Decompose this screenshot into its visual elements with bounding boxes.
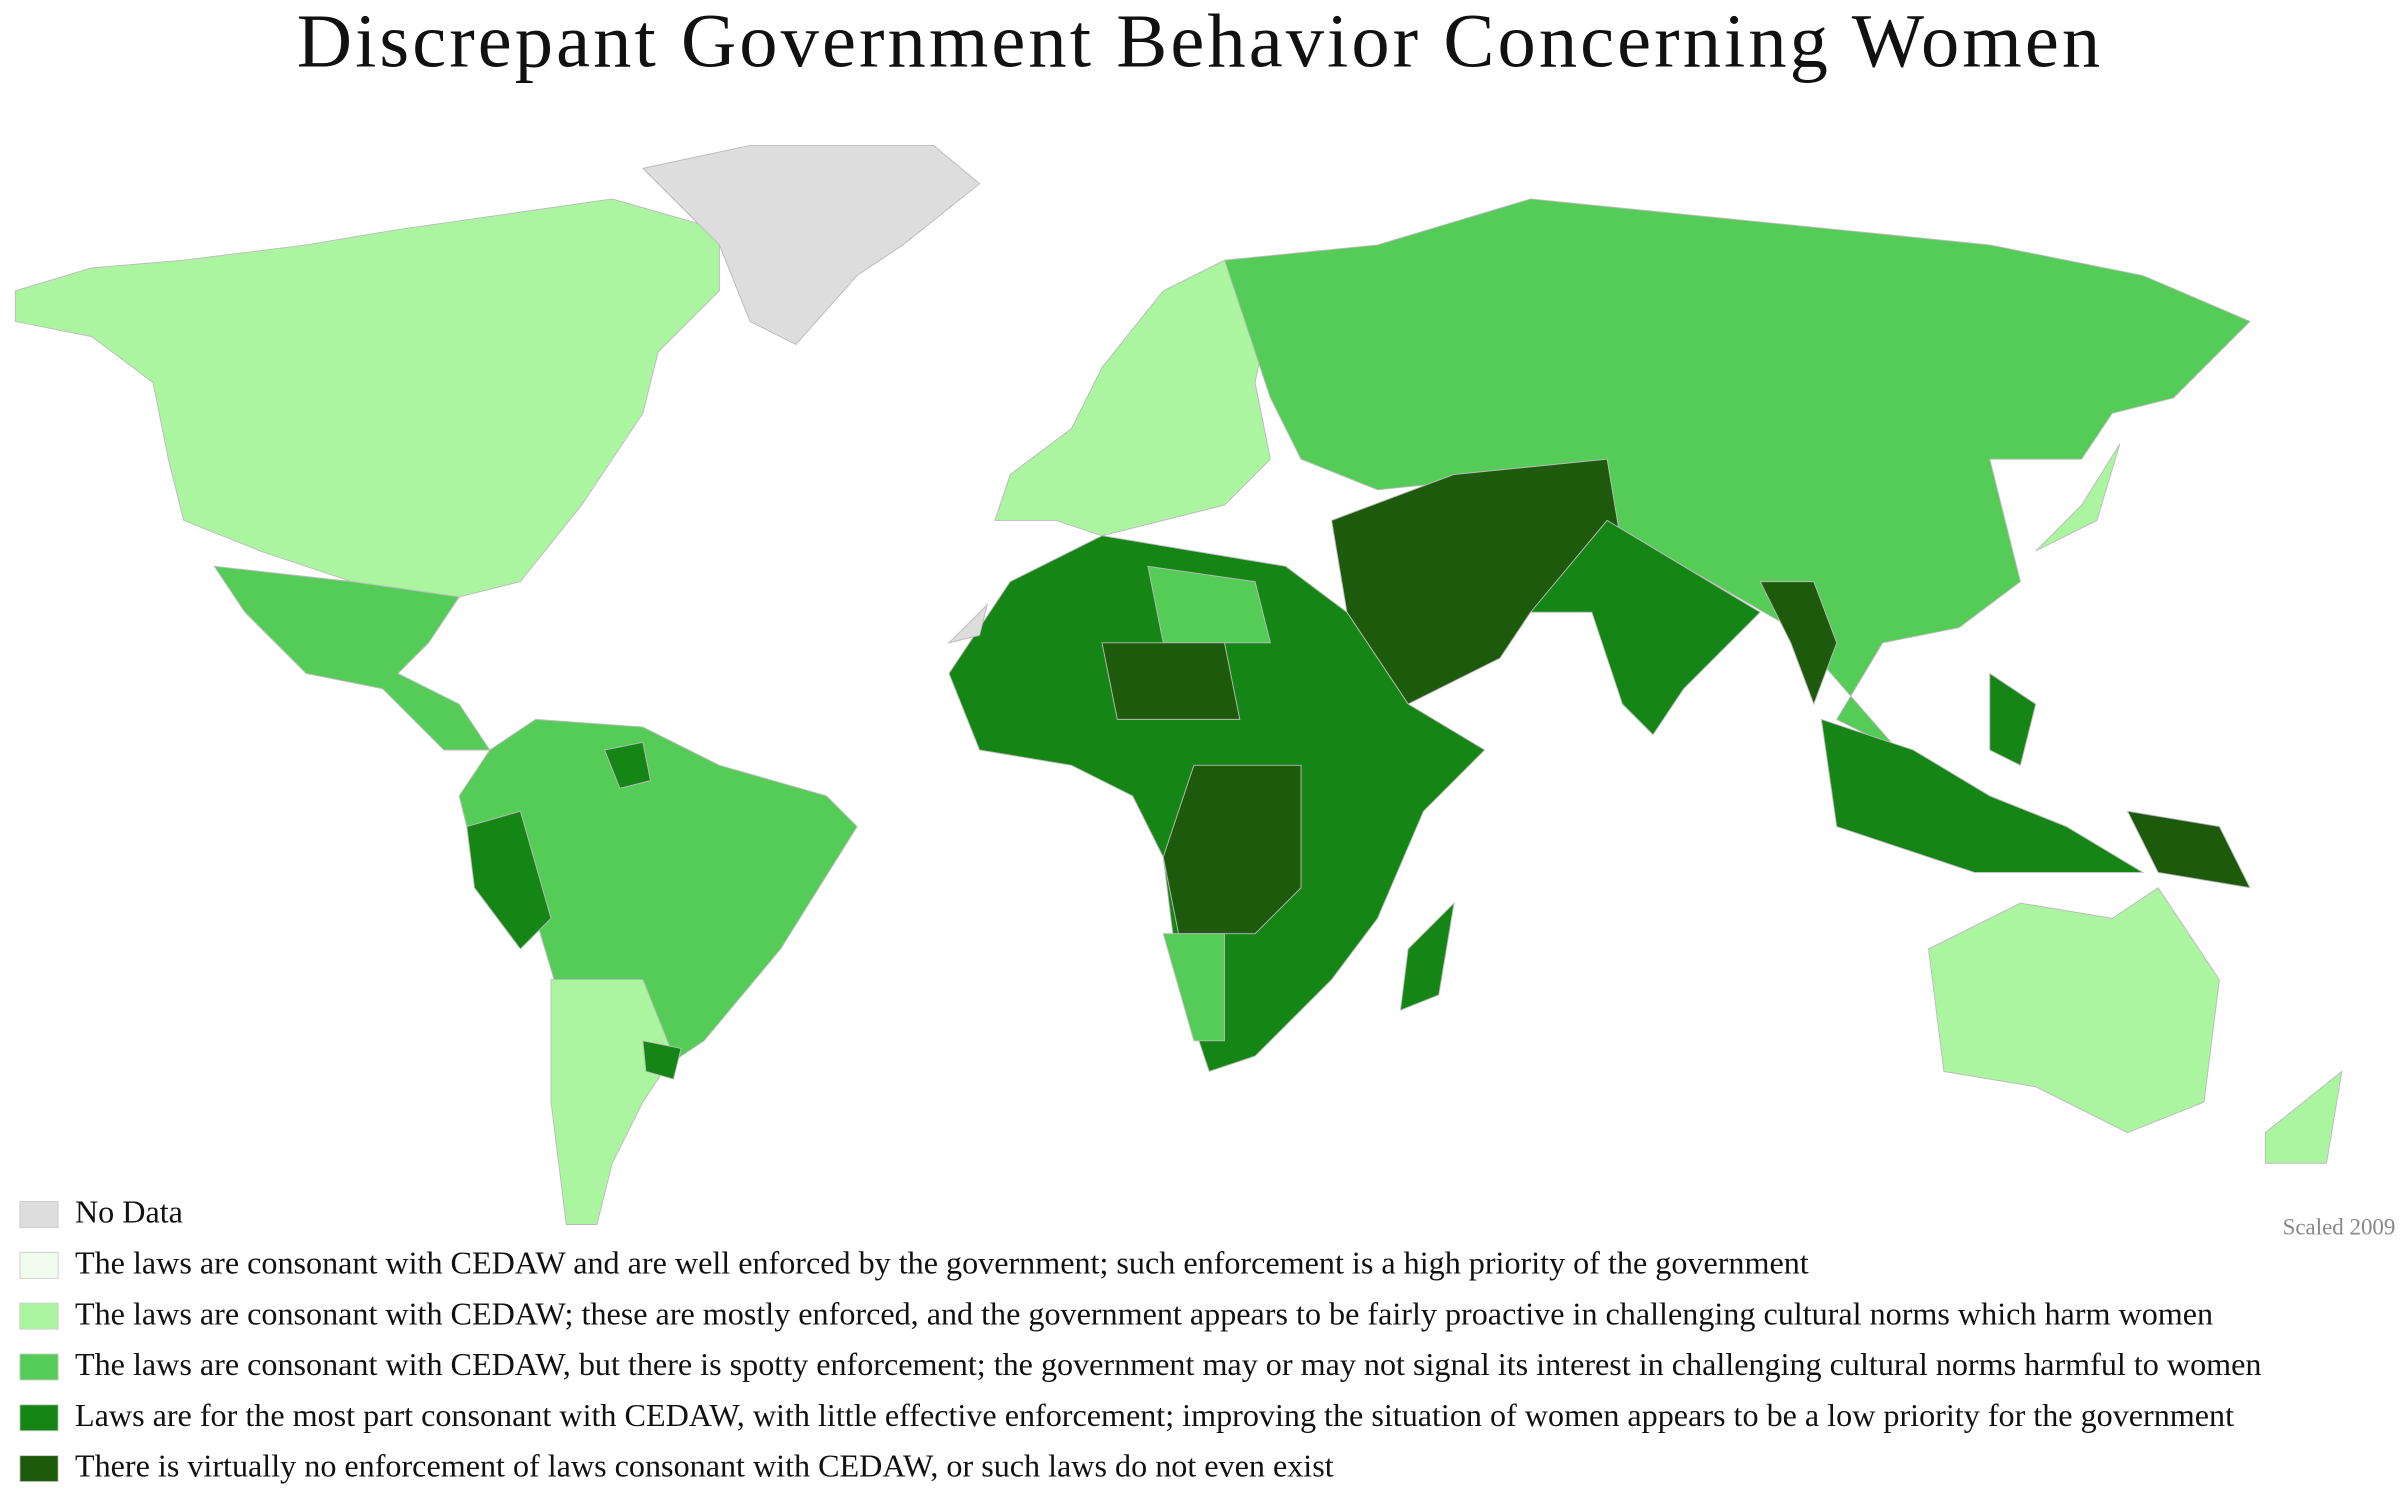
central-america	[213, 565, 491, 751]
legend-swatch	[19, 1404, 59, 1432]
legend-label: The laws are consonant with CEDAW and ar…	[75, 1244, 1809, 1280]
legend-label: There is virtually no enforcement of law…	[75, 1448, 1334, 1484]
central-africa	[1162, 764, 1302, 935]
indonesia	[1820, 718, 2145, 873]
new-zealand	[2264, 1070, 2343, 1164]
peru	[466, 810, 552, 950]
legend-swatch	[19, 1201, 59, 1229]
legend: No Data The laws are consonant with CEDAW…	[19, 1194, 2261, 1484]
credit: Scaled 2009	[2283, 1214, 2396, 1239]
namibia	[1162, 933, 1225, 1042]
north-america	[14, 198, 720, 598]
legend-label: Laws are for the most part consonant wit…	[75, 1397, 2234, 1433]
india	[1529, 519, 1761, 736]
myanmar	[1759, 581, 1838, 706]
philippines	[1989, 672, 2037, 766]
legend-label: No Data	[75, 1194, 183, 1230]
western-sahara	[947, 603, 989, 644]
legend-swatch	[19, 1455, 59, 1483]
greenland	[641, 144, 981, 345]
legend-label: The laws are consonant with CEDAW, but t…	[75, 1346, 2261, 1382]
australia	[1928, 887, 2220, 1134]
title: Discrepant Government Behavior Concernin…	[297, 0, 2103, 84]
world-map	[14, 144, 2343, 1225]
madagascar	[1399, 901, 1455, 1011]
guyana	[603, 741, 652, 789]
sahel	[1101, 642, 1241, 720]
legend-swatch	[19, 1251, 59, 1279]
libya	[1147, 565, 1271, 644]
europe	[994, 259, 1271, 537]
legend-label: The laws are consonant with CEDAW; these…	[75, 1295, 2213, 1331]
papua-new-guinea	[2126, 810, 2251, 889]
legend-swatch	[19, 1353, 59, 1381]
southern-cone	[550, 979, 674, 1225]
uruguay	[642, 1040, 682, 1080]
japan	[2035, 443, 2121, 552]
legend-swatch	[19, 1302, 59, 1330]
